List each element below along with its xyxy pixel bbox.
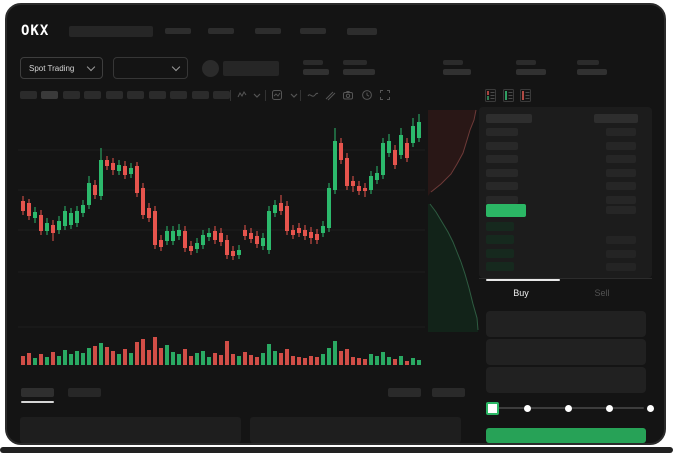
slider-handle[interactable] [486, 402, 499, 415]
ticker-stat-value-1 [303, 69, 329, 75]
slider-dot-4[interactable] [647, 405, 654, 412]
bottom-active-tab-underline [21, 401, 54, 403]
panel-divider [479, 278, 652, 279]
chevron-down-icon [171, 62, 181, 71]
timeframe-button-7[interactable] [149, 91, 166, 99]
ask-row-price-5[interactable] [486, 182, 518, 190]
orderbook-mode-asks-icon[interactable] [520, 89, 531, 102]
timeframe-button-6[interactable] [127, 91, 144, 99]
timeframe-button-8[interactable] [170, 91, 187, 99]
bid-row-amount-3 [606, 250, 636, 258]
ask-row-price-2[interactable] [486, 142, 518, 150]
tab-sell[interactable]: Sell [594, 288, 610, 298]
brush-icon[interactable] [324, 89, 336, 101]
toolbar-divider [300, 90, 301, 101]
bid-row-amount-2 [606, 236, 636, 244]
market-type-label: Spot Trading [29, 63, 75, 73]
ask-row-amount-2 [606, 142, 636, 150]
nav-item-placeholder-1[interactable] [165, 28, 191, 34]
order-input-2[interactable] [486, 339, 646, 365]
active-tab-indicator [486, 279, 560, 281]
chevron-down-icon [86, 62, 96, 71]
ask-row-amount-3 [606, 155, 636, 163]
market-type-dropdown[interactable]: Spot Trading [20, 57, 103, 79]
timeframe-button-10[interactable] [213, 91, 230, 99]
chevron-down-icon[interactable] [252, 92, 264, 104]
ticker-stat-label-5 [577, 60, 599, 65]
orderbook-header-price-placeholder [486, 114, 532, 123]
okx-logo: OKX [21, 23, 50, 39]
buy-submit-button[interactable] [486, 428, 646, 443]
timeframe-button-5[interactable] [106, 91, 123, 99]
bottom-action-placeholder-1[interactable] [388, 388, 421, 397]
nav-item-placeholder-4[interactable] [300, 28, 326, 34]
bottom-tab-2[interactable] [68, 388, 101, 397]
ask-row-price-3[interactable] [486, 155, 518, 163]
nav-item-placeholder-2[interactable] [208, 28, 234, 34]
chevron-down-icon[interactable] [289, 92, 301, 104]
nav-item-placeholder-3[interactable] [255, 28, 281, 34]
ask-row-price-4[interactable] [486, 169, 518, 177]
ticker-stat-label-2 [343, 60, 367, 65]
timeframe-button-3[interactable] [63, 91, 80, 99]
ask-row-price-6[interactable] [486, 196, 518, 204]
tab-buy[interactable]: Buy [513, 288, 529, 298]
order-input-3[interactable] [486, 367, 646, 393]
bid-row-price-1[interactable] [486, 222, 514, 231]
bottom-tab-1[interactable] [21, 388, 54, 397]
timeframe-button-1[interactable] [20, 91, 37, 99]
ask-row-amount-5 [606, 182, 636, 190]
slider-dot-2[interactable] [565, 405, 572, 412]
bid-row-price-2[interactable] [486, 235, 514, 244]
account-placeholder [223, 61, 279, 76]
indicators-icon[interactable] [271, 89, 283, 101]
order-input-1[interactable] [486, 311, 646, 337]
ticker-stat-label-1 [303, 60, 323, 65]
ticker-stat-value-5 [577, 69, 607, 75]
ticker-stat-value-4 [516, 69, 546, 75]
bid-row-price-3[interactable] [486, 249, 514, 258]
orderbook-header-amount-placeholder [594, 114, 638, 123]
clock-icon[interactable] [361, 89, 373, 101]
last-price-indicator[interactable] [486, 204, 526, 217]
slider-dot-1[interactable] [524, 405, 531, 412]
bid-row-price-4[interactable] [486, 262, 514, 271]
toolbar-divider [230, 90, 231, 101]
nav-item-placeholder-5[interactable] [347, 28, 377, 35]
ask-row-amount-4 [606, 169, 636, 177]
toolbar-divider [265, 90, 266, 101]
timeframe-button-9[interactable] [192, 91, 209, 99]
ask-row-amount-1 [606, 128, 636, 136]
last-price-amount-placeholder [606, 206, 636, 214]
camera-icon[interactable] [342, 89, 354, 101]
logo-adjacent-placeholder [69, 26, 153, 37]
timeframe-button-4[interactable] [84, 91, 101, 99]
ticker-stat-value-3 [443, 69, 471, 75]
ticker-stat-label-3 [443, 60, 463, 65]
line-tool-icon[interactable] [307, 89, 319, 101]
depth-chart [428, 109, 479, 332]
bottom-panel-1 [20, 417, 241, 443]
pair-selector-dropdown[interactable] [113, 57, 188, 79]
bid-row-amount-4 [606, 263, 636, 271]
ask-row-amount-6 [606, 196, 636, 204]
timeframe-button-2[interactable] [41, 91, 58, 99]
bottom-panel-2 [250, 417, 461, 443]
slider-dot-3[interactable] [606, 405, 613, 412]
ask-row-price-1[interactable] [486, 128, 518, 136]
expand-icon[interactable] [379, 89, 391, 101]
bottom-action-placeholder-2[interactable] [432, 388, 465, 397]
device-base [0, 447, 673, 453]
chart-style-icon[interactable] [236, 89, 248, 101]
orderbook-mode-bids-icon[interactable] [503, 89, 514, 102]
orderbook-mode-both-icon[interactable] [485, 89, 496, 102]
ticker-stat-value-2 [343, 69, 375, 75]
candlestick-chart[interactable] [18, 108, 425, 372]
ticker-stat-label-4 [516, 60, 536, 65]
avatar[interactable] [202, 60, 219, 77]
